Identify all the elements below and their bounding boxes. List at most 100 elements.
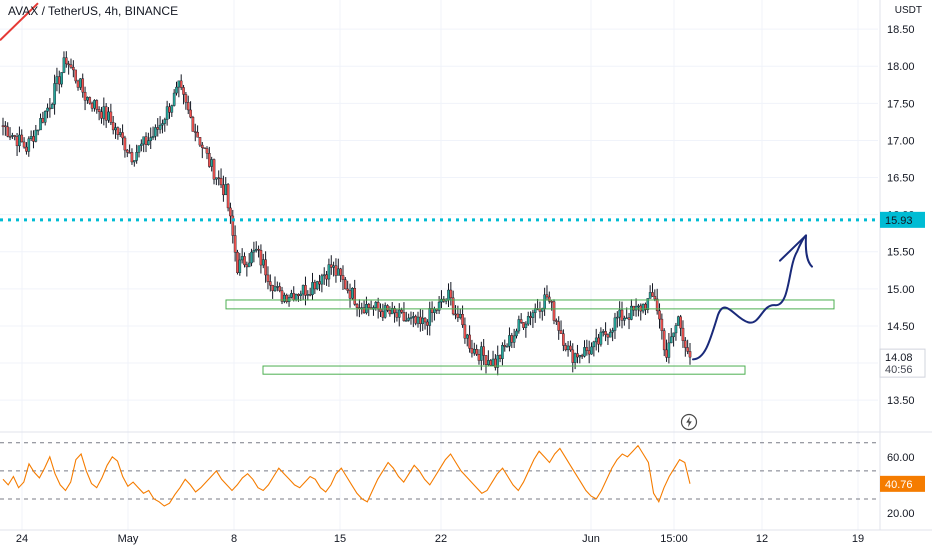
candle-up — [416, 316, 420, 324]
price-tick-label: 15.50 — [887, 247, 915, 259]
candle-down — [76, 80, 80, 88]
candle-up — [147, 140, 150, 145]
candle-down — [100, 111, 103, 119]
candle-down — [1, 125, 5, 127]
candle-up — [336, 268, 340, 276]
candle-down — [111, 122, 115, 131]
current-price-tag — [879, 348, 926, 378]
candle-up — [311, 282, 314, 295]
candle-up — [625, 317, 628, 319]
candle-down — [344, 279, 347, 290]
candle-up — [158, 124, 162, 130]
projection-arrow — [779, 234, 813, 268]
candle-down — [348, 290, 352, 299]
candle-down — [419, 316, 422, 324]
candle-down — [585, 347, 589, 351]
candle-up — [46, 107, 49, 112]
candle-up — [351, 287, 354, 299]
candle-up — [491, 358, 495, 366]
candle-down — [468, 334, 471, 349]
candle-down — [376, 302, 380, 310]
candle-up — [161, 123, 164, 126]
candle-up — [149, 137, 153, 141]
candle-down — [503, 345, 507, 347]
candle-down — [184, 94, 188, 103]
candle-down — [203, 147, 206, 149]
candle-down — [304, 285, 307, 296]
candle-up — [11, 135, 14, 137]
candle-up — [133, 160, 136, 163]
candle-up — [224, 184, 228, 196]
candle-down — [125, 149, 129, 153]
candle-down — [205, 148, 209, 154]
candle-up — [290, 293, 293, 298]
candle-down — [231, 215, 235, 236]
candle-down — [67, 63, 70, 66]
price-tick-label: 13.50 — [887, 395, 915, 407]
candle-up — [107, 111, 110, 121]
candle-down — [651, 292, 654, 297]
candle-down — [271, 285, 274, 291]
candle-up — [667, 342, 671, 358]
candle-up — [397, 309, 401, 318]
rsi-tick-label: 20.00 — [887, 508, 915, 520]
symbol-title[interactable]: AVAX / TetherUS, 4h, BINANCE — [8, 4, 179, 18]
candle-down — [297, 294, 300, 296]
candle-down — [620, 309, 624, 321]
candle-up — [594, 337, 598, 343]
rsi-tick-label: 60.00 — [887, 452, 915, 464]
candle-down — [686, 347, 689, 352]
candle-up — [672, 332, 675, 338]
price-tick-label: 18.00 — [887, 61, 915, 73]
candle-down — [74, 69, 77, 82]
candle-down — [386, 305, 389, 311]
candle-down — [339, 268, 342, 276]
candle-down — [653, 296, 657, 300]
candle-down — [189, 109, 192, 118]
candle-up — [437, 301, 441, 311]
candle-down — [266, 274, 270, 282]
candle-down — [341, 275, 345, 280]
candle-down — [245, 264, 249, 268]
candle-up — [247, 262, 251, 268]
candle-down — [529, 316, 532, 318]
candle-down — [109, 111, 113, 123]
candle-down — [193, 131, 197, 133]
candle-up — [165, 106, 169, 120]
current-price-label: 14.08 — [885, 352, 913, 364]
candle-down — [69, 64, 73, 68]
candle-down — [186, 102, 190, 111]
candle-down — [259, 249, 263, 266]
candle-down — [168, 106, 171, 113]
candle-up — [566, 345, 570, 351]
candle-down — [104, 106, 108, 121]
candle-down — [278, 286, 281, 291]
candle-up — [140, 143, 143, 146]
candle-down — [83, 91, 87, 101]
candle-up — [611, 330, 614, 333]
candle-down — [423, 317, 427, 323]
candle-up — [273, 286, 277, 291]
candle-down — [97, 109, 101, 112]
candle-down — [355, 304, 359, 308]
candle-down — [571, 349, 575, 363]
candle-up — [137, 145, 141, 153]
candle-up — [86, 97, 89, 101]
candle-down — [219, 178, 223, 186]
candle-up — [472, 349, 476, 354]
candle-up — [501, 345, 504, 360]
lightning-icon[interactable] — [680, 413, 698, 431]
candle-up — [102, 106, 106, 119]
price-tick-label: 14.50 — [887, 321, 915, 333]
candle-down — [688, 351, 692, 358]
candle-down — [402, 312, 406, 322]
candle-down — [461, 314, 464, 326]
candle-up — [646, 298, 650, 310]
candle-up — [39, 118, 42, 131]
candle-down — [8, 136, 12, 138]
candle-up — [283, 294, 286, 302]
candle-up — [118, 132, 122, 135]
candle-down — [475, 349, 478, 355]
